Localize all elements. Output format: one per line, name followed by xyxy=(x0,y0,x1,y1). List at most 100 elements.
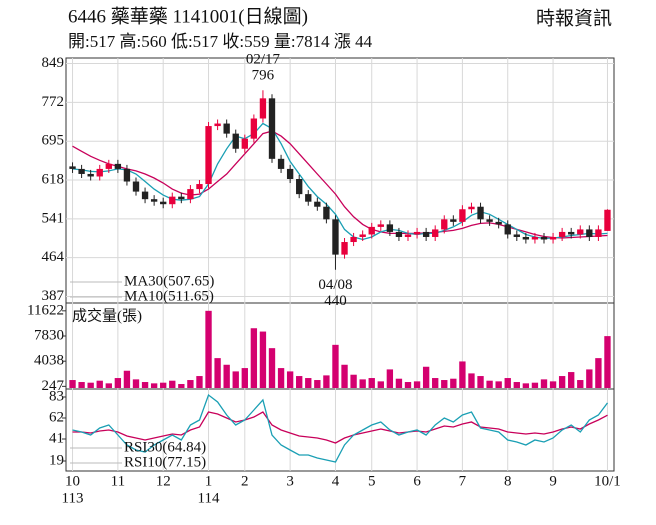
y-tick-label: 464 xyxy=(42,249,65,265)
candle-body xyxy=(486,219,493,222)
volume-bar xyxy=(486,380,493,388)
candle-body xyxy=(96,168,103,177)
candle-body xyxy=(205,126,212,185)
candle-body xyxy=(187,189,194,200)
x-tick-label: 11 xyxy=(111,473,125,489)
volume-bar xyxy=(223,364,230,388)
candle-body xyxy=(286,168,294,179)
volume-bar xyxy=(96,380,103,388)
candle-body xyxy=(477,206,484,220)
volume-bar xyxy=(422,366,430,388)
volume-bar xyxy=(123,370,131,388)
volume-bar xyxy=(305,378,312,388)
annotation-value: 440 xyxy=(324,293,347,309)
candle-body xyxy=(250,118,258,139)
volume-bar xyxy=(187,380,194,388)
volume-bar xyxy=(441,380,448,388)
volume-bar xyxy=(341,364,348,388)
volume-bar xyxy=(105,383,112,388)
ma-line xyxy=(72,411,608,444)
volume-bar xyxy=(268,348,276,388)
volume-bar xyxy=(132,379,140,388)
candle-body xyxy=(377,224,384,227)
annotation-date: 02/17 xyxy=(246,52,281,68)
volume-bar xyxy=(141,382,149,388)
volume-bar xyxy=(558,376,566,388)
volume-bar xyxy=(178,384,185,388)
volume-bar xyxy=(78,382,85,388)
volume-bar xyxy=(604,336,611,388)
volume-bar xyxy=(495,381,502,388)
x-tick-label: 12 xyxy=(156,473,171,489)
candle-body xyxy=(595,229,602,237)
volume-bar xyxy=(432,378,439,388)
candle-body xyxy=(359,234,366,237)
y-tick-label: 83 xyxy=(49,388,64,404)
candle-body xyxy=(169,196,176,205)
panel-title: 成交量(張) xyxy=(72,306,142,324)
volume-bar xyxy=(549,381,557,388)
candle-body xyxy=(577,229,584,235)
x-tick-label: 2 xyxy=(241,473,249,489)
quote-info: 開:517 高:560 低:517 收:559 量:7814 漲 44 xyxy=(68,32,373,51)
volume-bar xyxy=(413,381,421,388)
volume-bar xyxy=(404,382,412,388)
volume-bar xyxy=(214,358,221,388)
volume-bar xyxy=(241,368,248,388)
candle-body xyxy=(132,181,140,192)
x-tick-label: 7 xyxy=(459,473,467,489)
annotation-value: 796 xyxy=(252,68,275,84)
volume-bar xyxy=(586,369,593,388)
x-tick-label: 10 xyxy=(65,473,80,489)
candle-body xyxy=(150,199,158,202)
candle-body xyxy=(549,236,557,240)
x-tick-label: 3 xyxy=(286,473,294,489)
volume-bar xyxy=(359,379,366,388)
volume-bar xyxy=(540,379,548,388)
ma-line xyxy=(72,393,609,463)
year-label: 113 xyxy=(62,490,84,506)
candle-body xyxy=(241,138,248,149)
candle-body xyxy=(268,98,276,159)
volume-bar xyxy=(450,378,457,388)
volume-bar xyxy=(169,380,176,388)
candle-body xyxy=(69,166,76,169)
candle-body xyxy=(568,231,575,235)
candle-body xyxy=(214,123,221,127)
volume-bar xyxy=(196,376,203,388)
y-tick-label: 247 xyxy=(42,378,65,394)
candle-body xyxy=(160,201,167,205)
x-tick-label: 6 xyxy=(413,473,421,489)
legend-entry: RSI10(77.15) xyxy=(124,454,206,470)
candle-body xyxy=(386,224,394,232)
candle-body xyxy=(296,179,303,195)
candle-body xyxy=(368,226,375,235)
y-tick-label: 62 xyxy=(49,409,64,425)
candle-body xyxy=(196,184,203,190)
candle-body xyxy=(232,133,239,149)
annotation-date: 04/08 xyxy=(318,277,352,293)
candle-body xyxy=(586,229,593,237)
candle-body xyxy=(422,231,430,237)
candle-body xyxy=(604,209,611,231)
candle-body xyxy=(540,236,548,240)
candle-body xyxy=(432,229,439,237)
candle-body xyxy=(259,98,267,119)
candle-body xyxy=(404,234,412,237)
candle-body xyxy=(114,163,122,169)
y-tick-label: 772 xyxy=(42,94,65,110)
volume-bar xyxy=(531,382,539,388)
y-tick-label: 7830 xyxy=(34,327,64,343)
candle-body xyxy=(468,206,475,210)
candle-body xyxy=(277,158,285,169)
legend-entry: MA30(507.65) xyxy=(124,273,214,289)
volume-bar xyxy=(332,344,339,388)
y-tick-label: 695 xyxy=(42,133,65,149)
x-tick-label: 9 xyxy=(549,473,557,489)
legend-entry: RSI30(64.84) xyxy=(124,439,206,455)
rsi-panel xyxy=(65,388,615,472)
candle-body xyxy=(413,231,421,235)
volume-bar xyxy=(459,361,466,388)
volume-bar xyxy=(286,371,294,388)
